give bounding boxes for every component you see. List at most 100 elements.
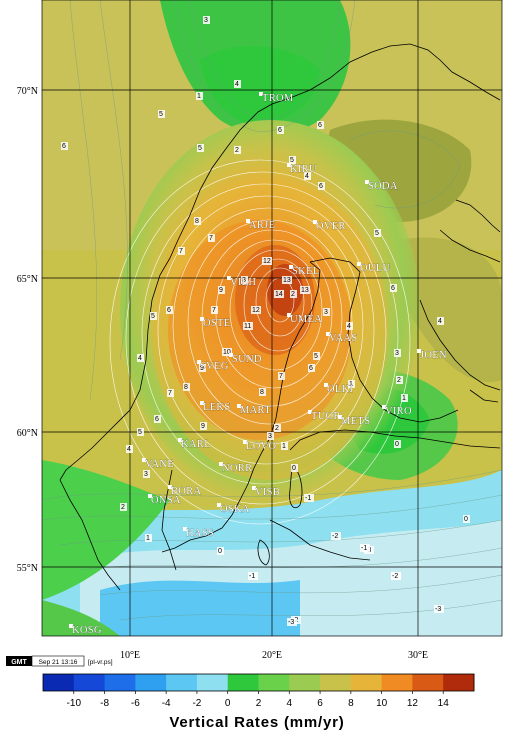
station-marker <box>142 458 146 462</box>
colorbar-swatch <box>135 674 167 691</box>
station-marker <box>338 415 342 419</box>
station-label: TROM <box>262 93 294 104</box>
contour-label-bg <box>194 217 201 225</box>
contour-label-bg <box>360 544 370 552</box>
contour-label: 5 <box>159 111 163 118</box>
contour-label-bg <box>167 389 174 397</box>
lat-label: 70°N <box>17 86 38 97</box>
colorbar-tick-label: 4 <box>287 698 293 709</box>
station-marker <box>259 92 263 96</box>
contour-label: 12 <box>263 258 271 265</box>
lon-label: 30°E <box>408 650 428 661</box>
colorbar-swatch <box>381 674 413 691</box>
lat-label: 55°N <box>17 563 38 574</box>
contour-label: 7 <box>179 248 183 255</box>
contour-label-bg <box>290 290 297 298</box>
gmt-date-box <box>31 655 85 667</box>
contour-label-bg <box>158 110 165 118</box>
colorbar-tick-label: 2 <box>256 698 262 709</box>
contour-label: 5 <box>290 157 294 164</box>
contour-label-bg <box>137 354 144 362</box>
contour-label: 6 <box>309 365 313 372</box>
contour-label-bg <box>374 229 381 237</box>
colorbar-swatch <box>166 674 198 691</box>
contour-label: 6 <box>167 307 171 314</box>
colorbar-tick-label: 14 <box>438 698 450 709</box>
contour-label: -1 <box>361 545 367 552</box>
station-marker <box>308 410 312 414</box>
contour-label: -3 <box>288 619 294 626</box>
station-label: TUOR <box>311 411 341 422</box>
contour-label: 0 <box>395 441 399 448</box>
colorbar-tick-label: 6 <box>317 698 323 709</box>
station-marker <box>313 220 317 224</box>
station-marker <box>200 401 204 405</box>
longitude-labels: 10°E 20°E 30°E <box>120 650 428 661</box>
contour-label: 9 <box>201 423 205 430</box>
station-label: ARJE <box>249 220 275 231</box>
colorbar-swatch <box>196 674 229 691</box>
station-label: VISB <box>255 487 280 498</box>
contour-label: 6 <box>62 143 66 150</box>
station-label: OSTE <box>203 318 230 329</box>
contour-label-bg <box>287 618 297 626</box>
lon-label: 20°E <box>262 650 282 661</box>
contour-label-bg <box>61 142 68 150</box>
station-label: OSKA <box>220 504 250 515</box>
station-label: JOEN <box>420 350 447 361</box>
station-marker <box>326 332 330 336</box>
contour-label: -2 <box>392 573 398 580</box>
contour-label: 3 <box>268 433 272 440</box>
contour-label: 7 <box>212 307 216 314</box>
contour-label: 7 <box>168 390 172 397</box>
station-label: VIRO <box>385 406 412 417</box>
station-label: VILH <box>230 277 256 288</box>
contour-label-bg <box>291 464 298 472</box>
coastlines <box>59 43 501 591</box>
contour-label-bg <box>304 494 314 502</box>
contour-label: 6 <box>318 122 322 129</box>
contour-label: 5 <box>314 353 318 360</box>
contour-label-bg <box>126 445 133 453</box>
station-label: SUND <box>232 354 262 365</box>
station-label: OLKI <box>327 384 353 395</box>
contour-label: 1 <box>282 443 286 450</box>
colorbar-swatch <box>43 674 75 691</box>
lat-label: 60°N <box>17 428 38 439</box>
contour-label-bg <box>143 470 150 478</box>
station-marker <box>217 503 221 507</box>
station-marker <box>365 180 369 184</box>
colorbar-swatch <box>289 674 321 691</box>
contour-label-bg <box>282 276 292 284</box>
station-marker <box>178 438 182 442</box>
station-marker <box>357 262 361 266</box>
contour-label-bg <box>318 182 325 190</box>
contour-label: 2 <box>397 377 401 384</box>
station-label: KIRU <box>290 164 317 175</box>
contour-label-bg <box>278 372 285 380</box>
contour-label: 0 <box>292 465 296 472</box>
colorbar-tick-label: 12 <box>407 698 419 709</box>
contour-label: -1 <box>305 495 311 502</box>
contour-label: 9 <box>200 365 204 372</box>
contour-label: 7 <box>209 235 213 242</box>
station-marker <box>382 405 386 409</box>
contour-label-bg <box>394 349 401 357</box>
contour-label: 8 <box>260 389 264 396</box>
contour-label-bg <box>196 92 203 100</box>
gmt-stamp: GMT Sep 21 13:16 [pl-vr.ps] <box>6 655 113 667</box>
contour-label-bg <box>208 234 215 242</box>
contour-label-bg <box>323 308 330 316</box>
contour-label-bg <box>241 276 248 284</box>
station-label: BORA <box>171 486 201 497</box>
contour-label-bg <box>222 348 232 356</box>
station-marker <box>287 313 291 317</box>
station-label: SKEL <box>292 266 319 277</box>
contour-label-bg <box>211 306 218 314</box>
station-marker <box>148 494 152 498</box>
contour-label-bg <box>267 432 274 440</box>
station-label: OULU <box>360 263 390 274</box>
contour-label: 0 <box>218 548 222 555</box>
gmt-file: [pl-vr.ps] <box>88 659 113 666</box>
